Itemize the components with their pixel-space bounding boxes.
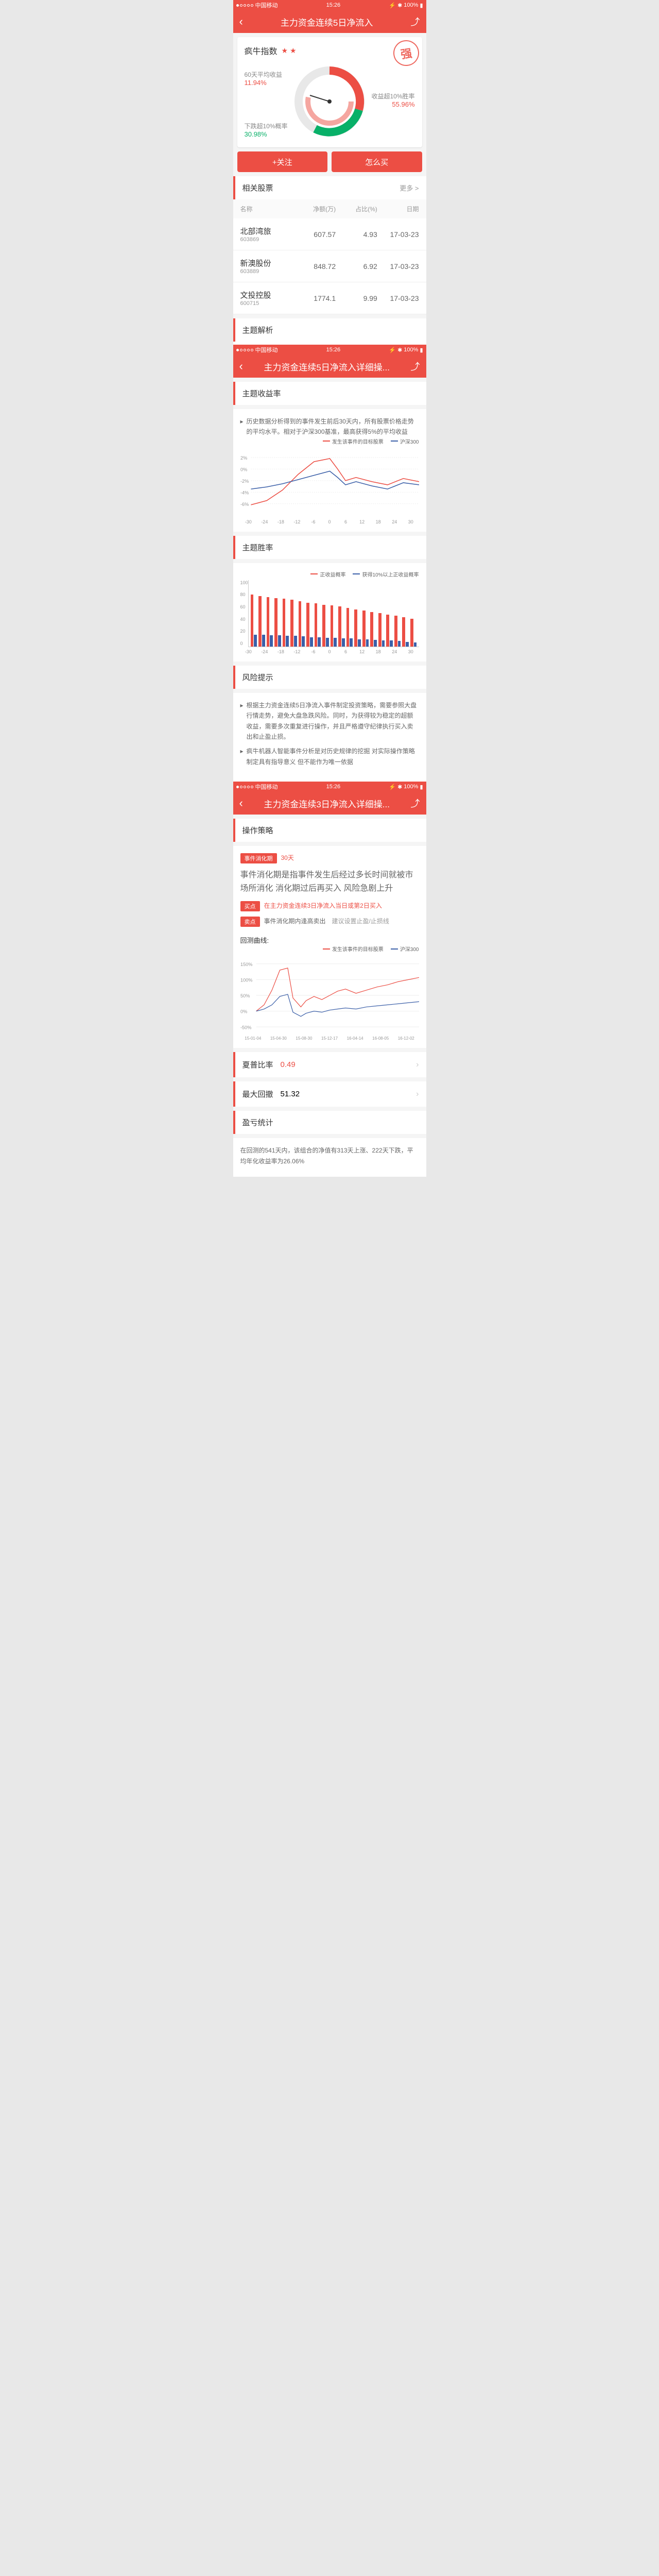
sharpe-row[interactable]: 夏普比率 0.49 ›: [233, 1052, 426, 1077]
chevron-right-icon: ›: [416, 1060, 419, 1070]
carrier: 中国移动: [255, 1, 278, 9]
page-title: 主力资金连续5日净流入: [243, 15, 411, 28]
follow-button[interactable]: +关注: [237, 151, 328, 172]
svg-text:-4%: -4%: [240, 490, 249, 495]
table-row[interactable]: 新澳股份603889848.726.9217-03-23: [233, 250, 426, 282]
share-icon[interactable]: ⤴: [411, 360, 420, 373]
winrate-chart: [248, 580, 419, 647]
svg-text:-50%: -50%: [240, 1025, 251, 1030]
status-time: 15:26: [326, 2, 341, 8]
analysis-header: 主题解析: [233, 318, 426, 342]
gauge-chart: [288, 60, 371, 143]
index-card: 疯牛指数 ★ ★ 强 60天平均收益 11.94% 收益超10%胜率 55.96…: [237, 37, 422, 147]
back-icon[interactable]: ‹: [239, 360, 243, 373]
howbuy-button[interactable]: 怎么买: [332, 151, 422, 172]
share-icon[interactable]: ⤴: [411, 796, 420, 810]
svg-text:150%: 150%: [240, 962, 252, 967]
svg-text:-2%: -2%: [240, 479, 249, 484]
index-name: 疯牛指数: [245, 44, 278, 57]
table-header: 名称 净额(万) 占比(%) 日期: [233, 199, 426, 218]
return-chart: 150% 100% 50% 0% -50%: [240, 957, 419, 1034]
stocks-header: 相关股票 更多 >: [233, 176, 426, 199]
page-title: 主力资金连续3日净流入详细操...: [243, 797, 411, 810]
sell-tag: 卖点: [240, 917, 260, 927]
table-row[interactable]: 北部湾旅603869607.574.9317-03-23: [233, 218, 426, 250]
share-icon[interactable]: ⤴: [411, 15, 420, 28]
chevron-right-icon: ›: [416, 1090, 419, 1099]
yield-desc: 历史数据分析得到的事件发生前后30天内，所有股票价格走势的平均水平。相对于沪深3…: [240, 416, 419, 437]
back-icon[interactable]: ‹: [239, 796, 243, 810]
svg-text:0%: 0%: [240, 1009, 247, 1014]
back-icon[interactable]: ‹: [239, 15, 243, 28]
table-row[interactable]: 文投控股6007151774.19.9917-03-23: [233, 282, 426, 314]
yield-chart: 2% 0% -2% -4% -6%: [240, 450, 419, 517]
svg-text:2%: 2%: [240, 455, 247, 461]
more-link[interactable]: 更多 >: [400, 183, 419, 193]
nav-bar: ‹ 主力资金连续5日净流入 ⤴: [233, 10, 426, 33]
svg-text:-6%: -6%: [240, 502, 249, 507]
svg-text:50%: 50%: [240, 993, 250, 998]
svg-text:100%: 100%: [240, 978, 252, 983]
buy-tag: 买点: [240, 901, 260, 911]
period-tag: 事件消化期: [240, 853, 277, 863]
page-title: 主力资金连续5日净流入详细操...: [243, 360, 411, 373]
status-bar: 中国移动 15:26 ⚡ ✱100%▮: [233, 0, 426, 10]
rating-stars: ★ ★: [282, 46, 297, 55]
svg-text:0%: 0%: [240, 467, 247, 472]
drawdown-row[interactable]: 最大回撤 51.32 ›: [233, 1081, 426, 1107]
